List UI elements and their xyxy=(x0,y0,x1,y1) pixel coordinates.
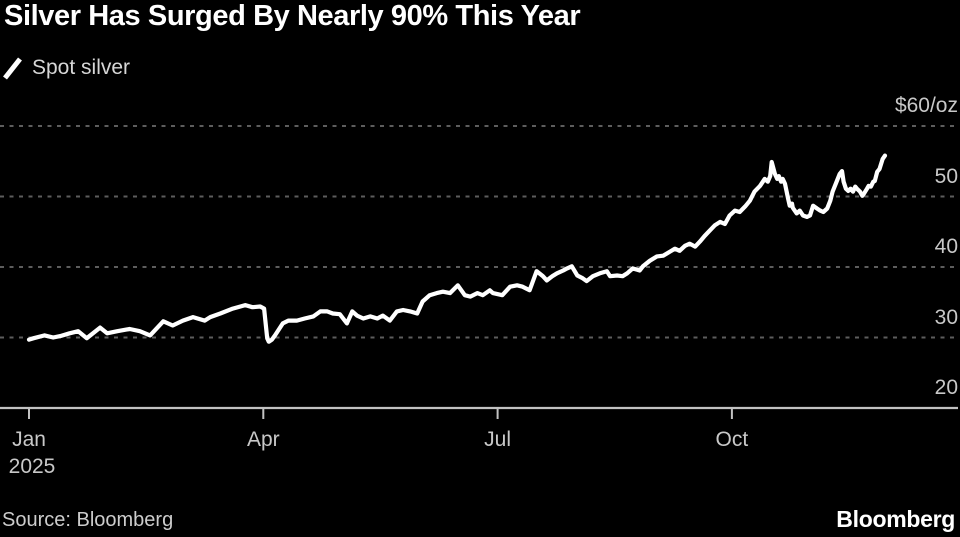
legend: Spot silver xyxy=(2,55,130,81)
y-axis-label-60: $60/oz xyxy=(894,94,958,117)
x-axis-label-jul: Jul xyxy=(484,428,512,451)
y-axis-label-30: 30 xyxy=(934,305,958,329)
spot-silver-price-line xyxy=(26,153,888,344)
x-axis-label-apr: Apr xyxy=(246,428,280,451)
page-title: Silver Has Surged By Nearly 90% This Yea… xyxy=(4,0,581,32)
bloomberg-logo: Bloomberg xyxy=(836,506,955,532)
legend-label: Spot silver xyxy=(32,56,131,79)
source-text: Source: Bloomberg xyxy=(2,509,174,531)
line-series-icon xyxy=(3,57,22,80)
y-axis-label-50: 50 xyxy=(934,164,958,188)
y-axis-label-20: 20 xyxy=(934,376,958,399)
y-axis-label-40: 40 xyxy=(934,235,958,258)
x-axis-year-label: 2025 xyxy=(8,455,56,478)
x-axis-ticks xyxy=(28,408,733,419)
gridlines xyxy=(0,125,958,339)
x-axis-label-oct: Oct xyxy=(715,428,749,451)
x-axis-label-jan: Jan xyxy=(12,428,46,451)
